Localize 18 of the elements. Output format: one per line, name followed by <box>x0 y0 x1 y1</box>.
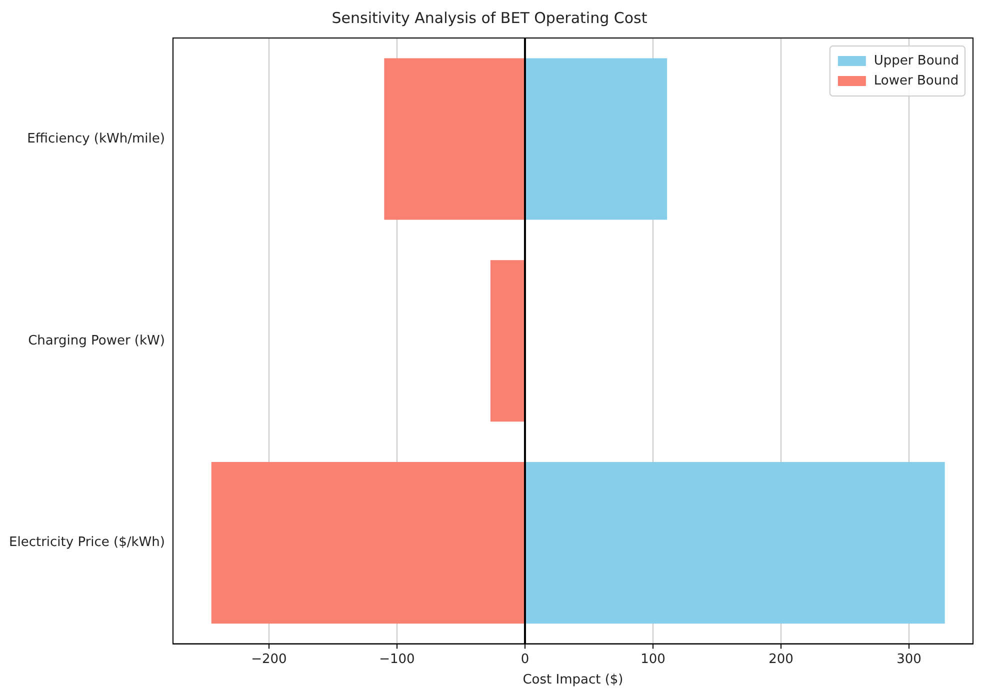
x-tick-label: −200 <box>251 652 287 667</box>
y-tick-label: Charging Power (kW) <box>28 333 165 348</box>
legend-label: Lower Bound <box>874 73 959 88</box>
y-tick-label: Electricity Price ($/kWh) <box>9 535 165 550</box>
y-tick-label: Efficiency (kWh/mile) <box>27 131 165 146</box>
x-tick-label: 200 <box>768 652 794 667</box>
x-axis-title: Cost Impact ($) <box>522 672 624 688</box>
x-tick-label: 300 <box>896 652 922 667</box>
bar <box>490 260 524 422</box>
x-tick-label: 0 <box>520 652 530 667</box>
bar <box>525 58 668 220</box>
bar <box>211 462 524 624</box>
chart-title: Sensitivity Analysis of BET Operating Cost <box>332 8 648 27</box>
legend-label: Upper Bound <box>874 53 960 68</box>
x-tick-label: 100 <box>640 652 666 667</box>
x-tick-label: −100 <box>379 652 415 667</box>
bar <box>384 58 524 220</box>
bar <box>525 462 945 624</box>
